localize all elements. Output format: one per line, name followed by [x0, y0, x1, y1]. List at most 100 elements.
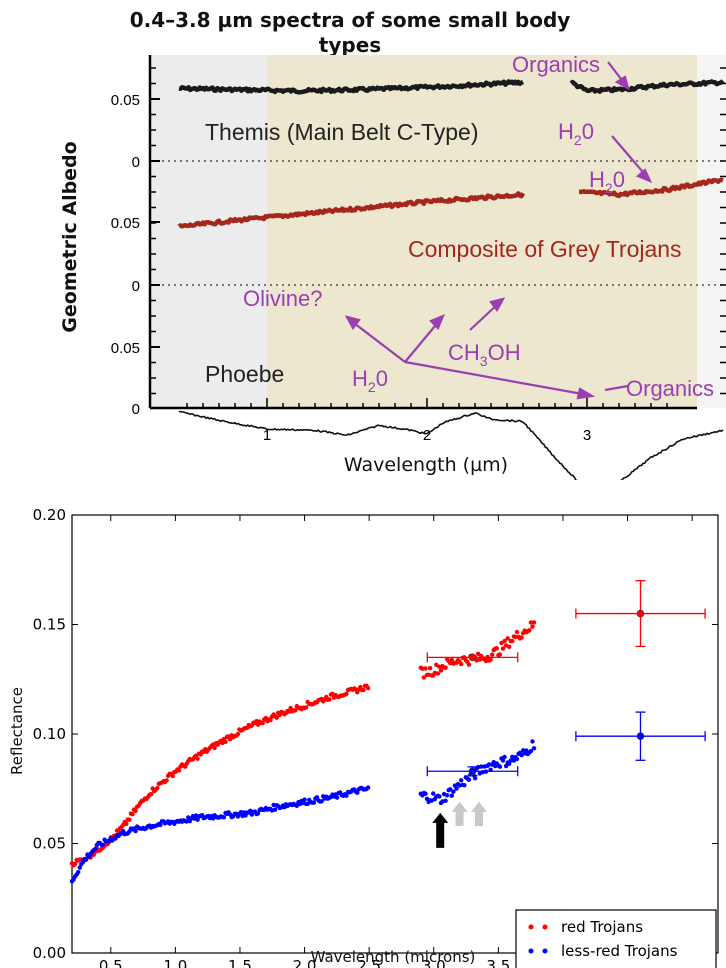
- scatter-point: [503, 763, 509, 769]
- scatter-point: [449, 657, 454, 662]
- scatter-point: [514, 756, 520, 762]
- errorbar-point: [468, 767, 477, 776]
- top-series-group: [177, 79, 725, 480]
- scatter-point: [272, 807, 278, 812]
- top-y-tick-label: 0.05: [111, 215, 140, 232]
- organics-top-label: Organics: [512, 52, 600, 77]
- scatter-point: [133, 808, 138, 813]
- scatter-point: [466, 662, 472, 667]
- scatter-point: [155, 785, 160, 791]
- black-absorption-arrow: [432, 812, 449, 848]
- organics-bot-label: Organics: [626, 376, 714, 401]
- scatter-point: [361, 687, 366, 693]
- bottom-reflectance-chart: 0.51.01.52.02.53.03.54.04.55.00.000.050.…: [8, 506, 719, 968]
- ch3oh-sub: 3: [480, 353, 488, 369]
- h2o-top-sub: 2: [574, 132, 582, 148]
- scatter-point: [502, 754, 507, 760]
- h2o-top-o: 0: [582, 119, 594, 144]
- top-y-axis-label: Geometric Albedo: [59, 141, 81, 332]
- scatter-point: [448, 787, 453, 792]
- bottom-x-tick-label: 2.5: [357, 957, 381, 968]
- bottom-x-tick-label: 3.0: [422, 957, 446, 968]
- top-series-line-1-1: [578, 177, 724, 199]
- scatter-point: [451, 789, 456, 794]
- top-axes-frame: 0.05 0 0.05 0 0.05 0 1 2 3: [111, 55, 726, 444]
- grey-absorption-arrow: [470, 801, 487, 826]
- errorbar-point: [468, 653, 477, 662]
- top-x-tick-label: 2: [423, 427, 431, 444]
- h2o-arrowhead-2: [429, 313, 446, 330]
- scatter-point: [427, 666, 433, 671]
- scatter-point: [83, 856, 89, 862]
- absorption-arrows: [432, 801, 487, 848]
- scatter-point: [527, 628, 532, 633]
- scatter-point: [445, 793, 450, 798]
- scatter-point: [497, 764, 503, 769]
- h2o-top-h: H: [558, 119, 574, 144]
- bottom-plot-frame: [71, 514, 719, 954]
- scatter-point: [344, 691, 349, 697]
- legend-blue-dot-2: [542, 948, 548, 954]
- bottom-x-tick-label: 1.0: [163, 957, 187, 968]
- scatter-point: [221, 815, 227, 820]
- h2o-arrowhead-1: [344, 315, 361, 331]
- scatter-point: [365, 686, 371, 691]
- bottom-x-tick-label: 1.5: [228, 957, 252, 968]
- scatter-point: [293, 708, 298, 713]
- scatter-point: [528, 748, 534, 754]
- h2o-bot-o: 0: [376, 366, 388, 391]
- scatter-point: [531, 620, 537, 625]
- scatter-point: [502, 638, 507, 644]
- scatter-point: [494, 646, 499, 651]
- h2o-top-arrow: [611, 135, 649, 179]
- olivine-label: Olivine?: [243, 286, 322, 311]
- scatter-point: [93, 846, 98, 852]
- scatter-point: [531, 746, 537, 751]
- top-y-tick-label: 0: [132, 278, 140, 295]
- bottom-x-tick-label: 2.0: [293, 957, 317, 968]
- bottom-axes: 0.51.01.52.02.53.03.54.04.55.00.000.050.…: [33, 506, 719, 968]
- scatter-point: [528, 620, 534, 625]
- legend-red-dot-2: [542, 924, 548, 930]
- ch3oh-a: CH: [448, 340, 480, 365]
- scatter-point: [319, 799, 324, 804]
- scatter-point: [311, 800, 317, 805]
- trojans-label: Composite of Grey Trojans: [408, 236, 682, 262]
- h2o-bot-sub: 2: [368, 379, 376, 395]
- organics-bot-arrow: [604, 384, 629, 392]
- legend-blue-label: less-red Trojans: [561, 942, 678, 960]
- top-y-tick-label: 0.05: [111, 92, 140, 109]
- bottom-y-axis-label: Reflectance: [8, 687, 26, 775]
- bottom-y-tick-label: 0.05: [33, 835, 66, 853]
- errorbar-point: [636, 609, 645, 618]
- h2o-bot-h: H: [352, 366, 368, 391]
- scatter-point: [466, 777, 472, 782]
- scatter-point: [519, 635, 524, 640]
- scatter-point: [77, 865, 83, 870]
- scatter-point: [355, 790, 360, 795]
- grey-absorption-arrow: [451, 801, 468, 826]
- scatter-point: [508, 758, 513, 763]
- scatter-point: [127, 817, 132, 822]
- top-y-tick-label: 0: [132, 154, 140, 171]
- annotations: Organics H20 H20 Olivine? CH3OH H20 Orga…: [243, 52, 714, 401]
- h2o-top-arrowhead: [635, 168, 653, 184]
- h2o-arrow-1: [349, 319, 406, 363]
- h2o-arrow-2: [404, 319, 441, 363]
- h2o-mid-label: H20: [589, 167, 625, 196]
- ch3oh-label: CH3OH: [448, 340, 521, 369]
- scatter-point: [170, 773, 175, 779]
- scatter-point: [223, 739, 228, 744]
- bottom-y-tick-label: 0.10: [33, 725, 66, 743]
- scatter-point: [423, 791, 428, 796]
- scatter-point: [255, 811, 261, 816]
- scatter-point: [302, 797, 307, 802]
- scatter-point: [260, 720, 265, 726]
- h2o-mid-o: 0: [613, 167, 625, 192]
- annotation-arrows: [344, 61, 653, 400]
- bottom-y-tick-label: 0.20: [33, 506, 66, 524]
- scatter-point: [76, 870, 81, 875]
- scatter-point: [476, 651, 481, 656]
- right-edge-region: [697, 55, 726, 408]
- bottom-y-tick-label: 0.15: [33, 616, 66, 634]
